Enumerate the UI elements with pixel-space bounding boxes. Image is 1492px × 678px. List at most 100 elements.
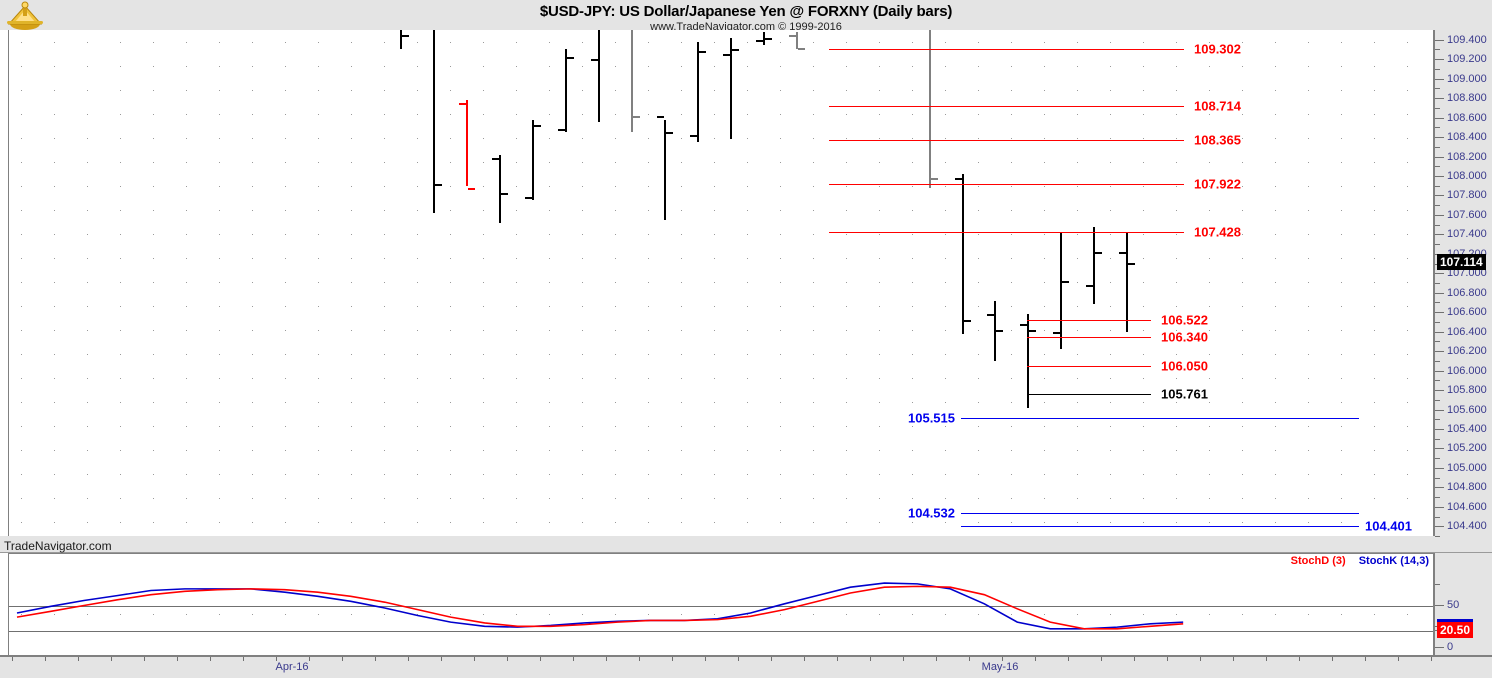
price-axis[interactable]: 109.400 109.200 109.000 108.800 108.600 108.4… [1433, 30, 1492, 537]
grid-dot [120, 378, 121, 379]
grid-dot [384, 42, 385, 43]
price-level-line[interactable] [961, 526, 1359, 528]
grid-dot [1374, 450, 1375, 451]
grid-dot [945, 522, 946, 523]
grid-dot [1077, 426, 1078, 427]
grid-dot [54, 66, 55, 67]
grid-dot [549, 90, 550, 91]
price-axis-tick [1435, 59, 1444, 61]
grid-dot [21, 614, 22, 615]
price-axis-minor-tick [1435, 49, 1440, 51]
grid-dot [747, 90, 748, 91]
date-axis-tick [210, 657, 211, 661]
ohlc-bar-range [433, 30, 435, 213]
grid-dot [21, 474, 22, 475]
date-axis[interactable]: Apr-16 May-16 [0, 655, 1492, 678]
grid-dot [1242, 614, 1243, 615]
price-level-line[interactable] [829, 106, 1184, 108]
price-level-line[interactable] [1027, 319, 1151, 321]
stochastic-axis-tick [1435, 647, 1444, 648]
grid-dot [1308, 306, 1309, 307]
grid-dot [747, 426, 748, 427]
price-level-line[interactable] [961, 513, 1359, 515]
grid-dot [120, 66, 121, 67]
grid-dot [978, 450, 979, 451]
grid-dot [1011, 90, 1012, 91]
grid-dot [780, 498, 781, 499]
price-level-line[interactable] [829, 183, 1184, 185]
grid-dot [1143, 402, 1144, 403]
legend-stochd: StochD (3) [1290, 555, 1346, 567]
price-chart-panel[interactable]: 109.302 108.714 108.365 107.922 107.428 106.5… [8, 30, 1433, 536]
grid-dot [1011, 522, 1012, 523]
grid-dot [615, 210, 616, 211]
grid-dot [879, 378, 880, 379]
grid-dot [483, 354, 484, 355]
grid-dot [1341, 306, 1342, 307]
grid-dot [21, 450, 22, 451]
grid-dot [153, 186, 154, 187]
grid-dot [417, 378, 418, 379]
grid-dot [285, 330, 286, 331]
grid-dot [1110, 162, 1111, 163]
grid-dot [1011, 354, 1012, 355]
grid-dot [1308, 42, 1309, 43]
stochastic-axis[interactable]: 50024.3520.50 [1433, 553, 1492, 655]
grid-dot [1110, 474, 1111, 475]
price-level-line[interactable] [1027, 337, 1151, 339]
grid-dot [120, 614, 121, 615]
price-axis-tick [1435, 137, 1444, 139]
stochastic-indicator-panel[interactable]: StochD (3) StochK (14,3) [8, 553, 1433, 655]
grid-dot [1011, 450, 1012, 451]
grid-dot [219, 330, 220, 331]
price-level-line[interactable] [961, 417, 1359, 419]
price-level-label: 106.340 [1161, 329, 1208, 345]
date-axis-tick [936, 657, 937, 661]
grid-dot [54, 426, 55, 427]
grid-dot [846, 614, 847, 615]
date-axis-tick [573, 657, 574, 661]
grid-dot [714, 474, 715, 475]
stochastic-gridline [9, 631, 1433, 633]
grid-dot [384, 498, 385, 499]
grid-dot [1242, 306, 1243, 307]
grid-dot [1110, 90, 1111, 91]
grid-dot [1242, 114, 1243, 115]
grid-dot [186, 402, 187, 403]
ohlc-bar-range [994, 300, 996, 361]
grid-dot [120, 258, 121, 259]
grid-dot [1209, 90, 1210, 91]
grid-dot [879, 426, 880, 427]
price-level-line[interactable] [829, 231, 1184, 233]
grid-dot [747, 354, 748, 355]
grid-dot [516, 378, 517, 379]
price-level-line[interactable] [829, 140, 1184, 142]
grid-dot [1374, 474, 1375, 475]
grid-dot [219, 426, 220, 427]
price-level-line[interactable] [829, 49, 1184, 51]
price-level-line[interactable] [1027, 365, 1151, 367]
grid-dot [582, 258, 583, 259]
grid-dot [615, 42, 616, 43]
price-level-line[interactable] [1027, 393, 1151, 395]
grid-dot [21, 354, 22, 355]
grid-dot [945, 162, 946, 163]
grid-dot [450, 378, 451, 379]
price-axis-tick [1435, 195, 1444, 197]
grid-dot [219, 138, 220, 139]
grid-dot [582, 474, 583, 475]
grid-dot [978, 138, 979, 139]
grid-dot [450, 498, 451, 499]
grid-dot [549, 426, 550, 427]
grid-dot [1242, 258, 1243, 259]
grid-dot [714, 258, 715, 259]
price-axis-label: 104.800 [1447, 481, 1487, 494]
grid-dot [219, 402, 220, 403]
grid-dot [1275, 498, 1276, 499]
grid-dot [681, 426, 682, 427]
date-axis-tick [639, 657, 640, 661]
grid-dot [351, 498, 352, 499]
grid-dot [945, 114, 946, 115]
grid-dot [252, 162, 253, 163]
grid-dot [1176, 426, 1177, 427]
